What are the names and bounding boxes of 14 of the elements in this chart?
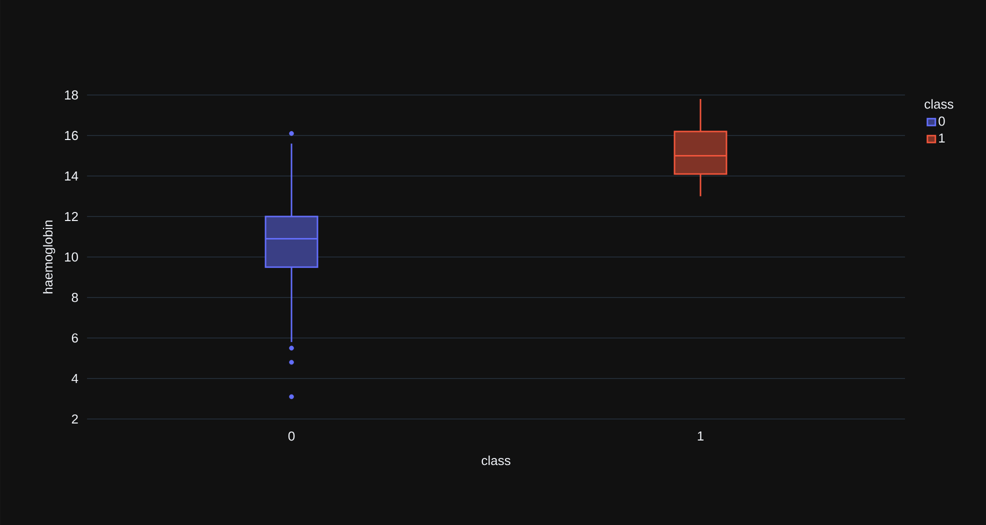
y-tick-label: 16: [65, 130, 78, 140]
y-tick-label: 2: [72, 414, 78, 424]
legend-label: 0: [938, 116, 945, 126]
y-tick-label: 18: [65, 90, 78, 100]
x-axis-title: class: [482, 456, 510, 466]
y-tick-label: 10: [65, 252, 78, 262]
y-tick-label: 6: [72, 333, 78, 343]
y-tick-label: 4: [72, 374, 78, 383]
legend-label: 1: [939, 134, 945, 143]
y-tick-label: 14: [65, 172, 78, 180]
legend-title: class: [924, 99, 954, 109]
y-tick-label: 12: [65, 212, 78, 222]
y-tick-label: 8: [72, 292, 78, 302]
y-axis-title: haemoglobin: [43, 220, 56, 294]
